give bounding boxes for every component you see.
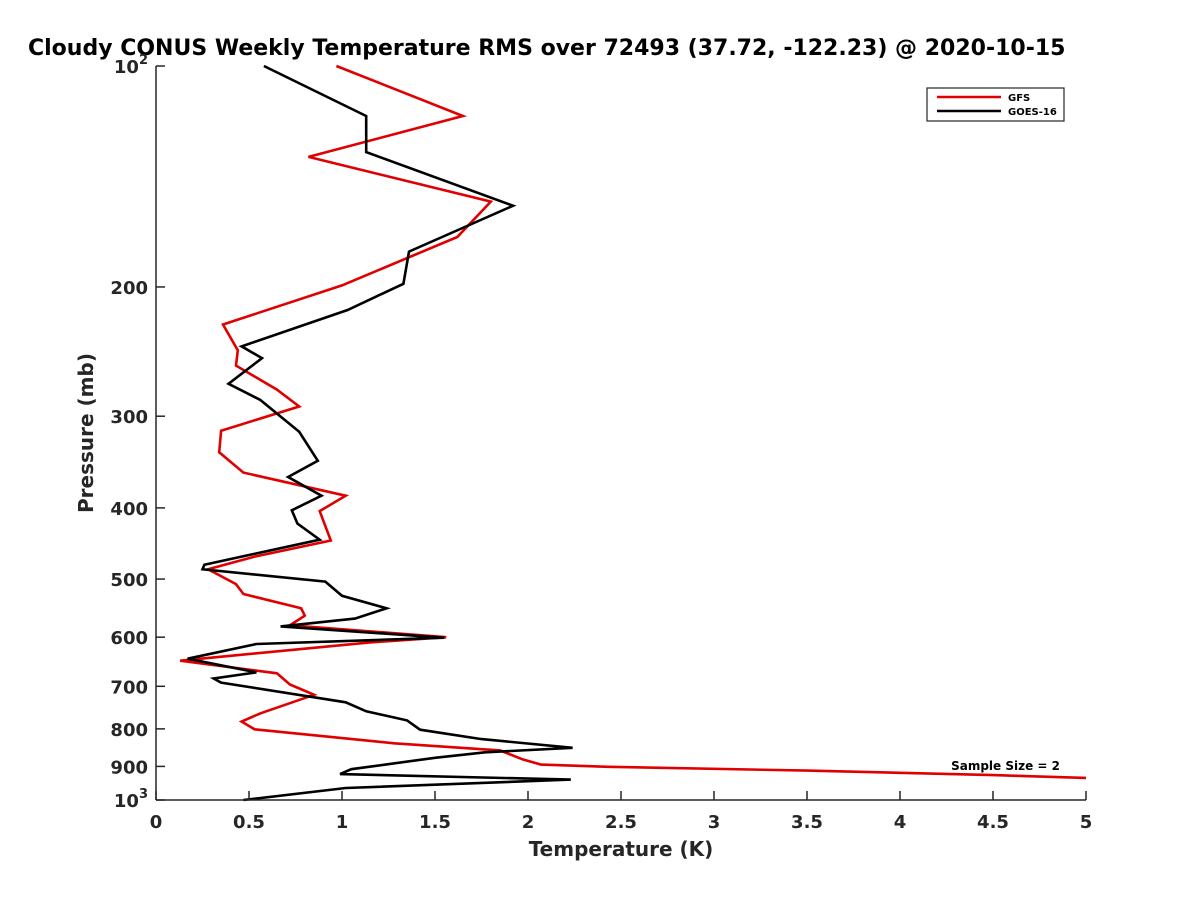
sample-size-annotation: Sample Size = 2 (951, 759, 1060, 773)
y-tick-label-7: 800 (110, 720, 148, 741)
y-tick-label-5: 600 (110, 628, 148, 649)
legend-label-1: GOES-16 (1008, 107, 1057, 118)
y-tick-label-8: 900 (110, 757, 148, 778)
x-tick-label-7: 3.5 (791, 812, 823, 833)
x-tick-label-0: 0 (150, 812, 163, 833)
y-tick-label-2: 300 (110, 407, 148, 428)
y-tick-label-1: 200 (110, 278, 148, 299)
y-tick-label-3: 400 (110, 499, 148, 520)
x-tick-label-8: 4 (894, 812, 907, 833)
x-axis-label: Temperature (K) (529, 837, 714, 861)
y-tick-label-9: 103 (114, 787, 148, 812)
legend-label-0: GFS (1008, 93, 1030, 104)
series-line-1 (187, 64, 573, 802)
series-line-0 (180, 64, 1087, 780)
x-tick-label-5: 2.5 (605, 812, 637, 833)
x-tick-label-4: 2 (522, 812, 535, 833)
y-tick-label-6: 700 (110, 677, 148, 698)
x-tick-label-2: 1 (336, 812, 349, 833)
x-tick-label-10: 5 (1080, 812, 1093, 833)
y-tick-label-0: 102 (114, 53, 148, 78)
chart-title: Cloudy CONUS Weekly Temperature RMS over… (28, 36, 1065, 61)
y-axis-label: Pressure (mb) (74, 353, 98, 513)
legend: GFS GOES-16 (926, 87, 1065, 122)
axes-layer: 0 0.5 1 1.5 2 2.5 3 3.5 4 4.5 5 102 200 300 400 500 600 7… (110, 53, 1092, 833)
x-tick-label-3: 1.5 (419, 812, 451, 833)
x-tick-label-1: 0.5 (233, 812, 265, 833)
legend-box (926, 87, 1065, 122)
y-tick-label-4: 500 (110, 570, 148, 591)
series-layer (180, 64, 1087, 802)
x-tick-label-9: 4.5 (977, 812, 1009, 833)
x-tick-label-6: 3 (708, 812, 721, 833)
